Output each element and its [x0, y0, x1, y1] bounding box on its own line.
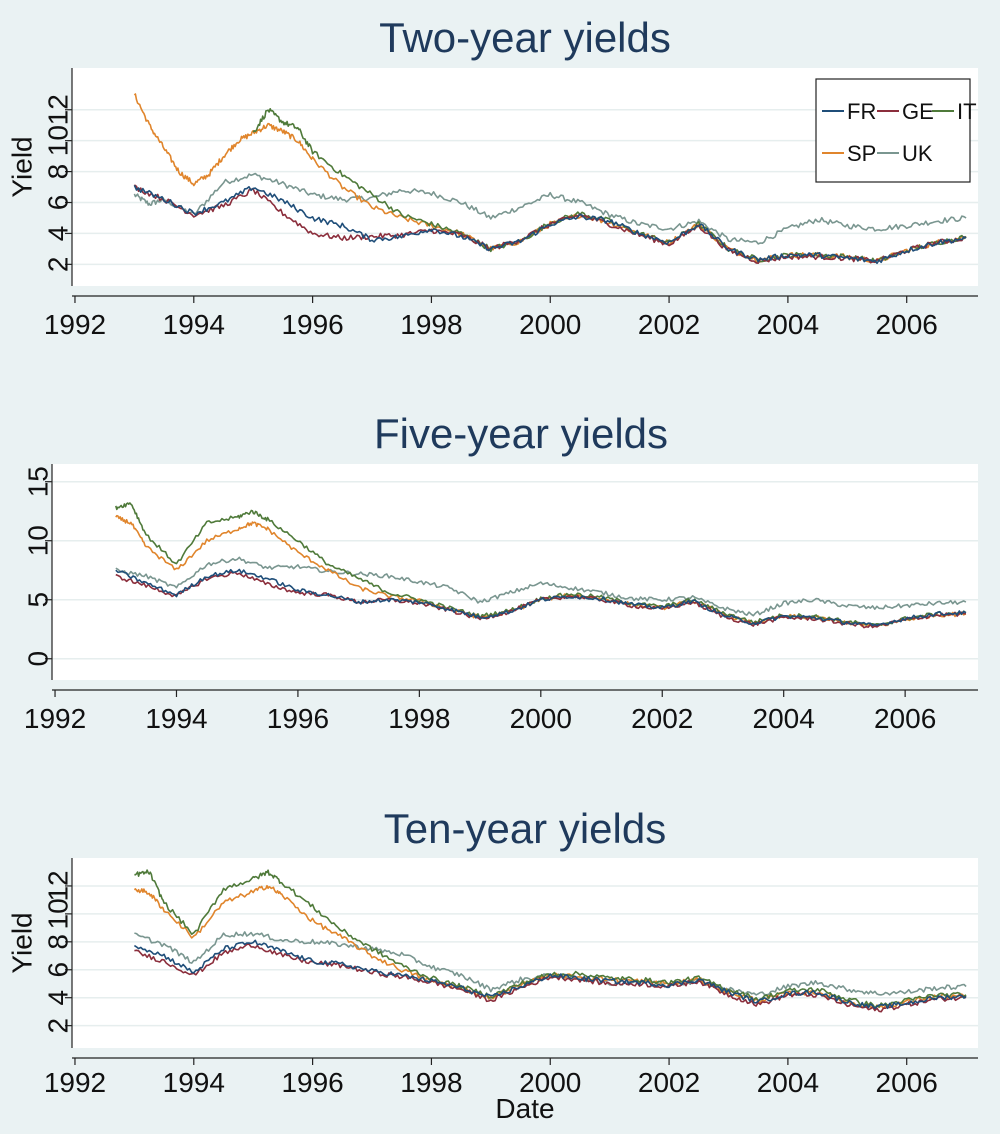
x-tick-label: 1996	[281, 309, 343, 340]
series-line-it	[134, 869, 967, 1009]
series-line-fr	[133, 939, 967, 1010]
series-line-uk	[133, 172, 967, 245]
y-tick-label: 6	[43, 962, 74, 978]
x-tick-label: 2006	[874, 703, 936, 734]
x-tick-label: 1994	[163, 1067, 225, 1098]
y-tick-label: 15	[23, 466, 54, 497]
y-tick-label: 8	[43, 934, 74, 950]
y-tick-label: 10	[43, 898, 74, 929]
y-tick-label: 0	[23, 651, 54, 667]
legend-label-uk: UK	[902, 141, 933, 166]
series-line-uk	[115, 556, 967, 617]
x-tick-label: 2002	[638, 309, 700, 340]
legend: FR GE IT SP UK	[815, 78, 977, 183]
x-tick-label: 1992	[44, 309, 106, 340]
x-tick-label: 2004	[757, 1067, 819, 1098]
legend-box	[815, 78, 971, 183]
x-tick-label: 2000	[519, 309, 581, 340]
x-tick-label: 1992	[24, 703, 86, 734]
x-tick-label: 1998	[388, 703, 450, 734]
x-tick-label: 2000	[510, 703, 572, 734]
x-tick-label: 1994	[163, 309, 225, 340]
y-tick-label: 4	[43, 226, 74, 242]
x-tick-label: 2006	[876, 1067, 938, 1098]
y-tick-label: 8	[43, 164, 74, 180]
y-tick-label: 6	[43, 195, 74, 211]
chart-title: Ten-year yields	[384, 805, 666, 852]
y-tick-label: 10	[43, 125, 74, 156]
y-axis-label: Yield	[7, 912, 38, 973]
x-axis-label: Date	[495, 1093, 554, 1124]
x-tick-label: 2006	[876, 309, 938, 340]
y-tick-label: 12	[43, 870, 74, 901]
x-tick-label: 1996	[267, 703, 329, 734]
chart-panel-2: Five-year yields 0 5 10 15 1992 1994 1996 1998 20…	[23, 410, 978, 734]
legend-label-ge: GE	[902, 99, 934, 124]
x-tick-label: 2000	[519, 1067, 581, 1098]
y-tick-label: 12	[43, 94, 74, 125]
y-tick-label: 2	[43, 257, 74, 273]
y-axis-label: Yield	[7, 136, 38, 197]
y-tick-label: 10	[23, 525, 54, 556]
legend-label-sp: SP	[847, 141, 876, 166]
legend-label-fr: FR	[847, 99, 876, 124]
series-line-fr	[133, 184, 967, 265]
x-tick-label: 1992	[44, 1067, 106, 1098]
x-tick-label: 1998	[400, 1067, 462, 1098]
x-tick-label: 2004	[757, 309, 819, 340]
y-tick-label: 5	[23, 592, 54, 608]
y-tick-label: 2	[43, 1018, 74, 1034]
x-tick-label: 2002	[631, 703, 693, 734]
chart-title: Five-year yields	[374, 410, 668, 457]
plot-area	[52, 464, 978, 680]
x-tick-label: 2002	[638, 1067, 700, 1098]
legend-label-it: IT	[957, 99, 977, 124]
x-tick-label: 1996	[281, 1067, 343, 1098]
series-line-ge	[133, 184, 967, 264]
x-tick-label: 2004	[753, 703, 815, 734]
x-tick-label: 1994	[145, 703, 207, 734]
series-line-ge	[134, 943, 967, 1013]
series-line-fr	[115, 568, 967, 627]
chart-title: Two-year yields	[379, 14, 671, 61]
x-tick-label: 1998	[400, 309, 462, 340]
y-tick-label: 4	[43, 990, 74, 1006]
